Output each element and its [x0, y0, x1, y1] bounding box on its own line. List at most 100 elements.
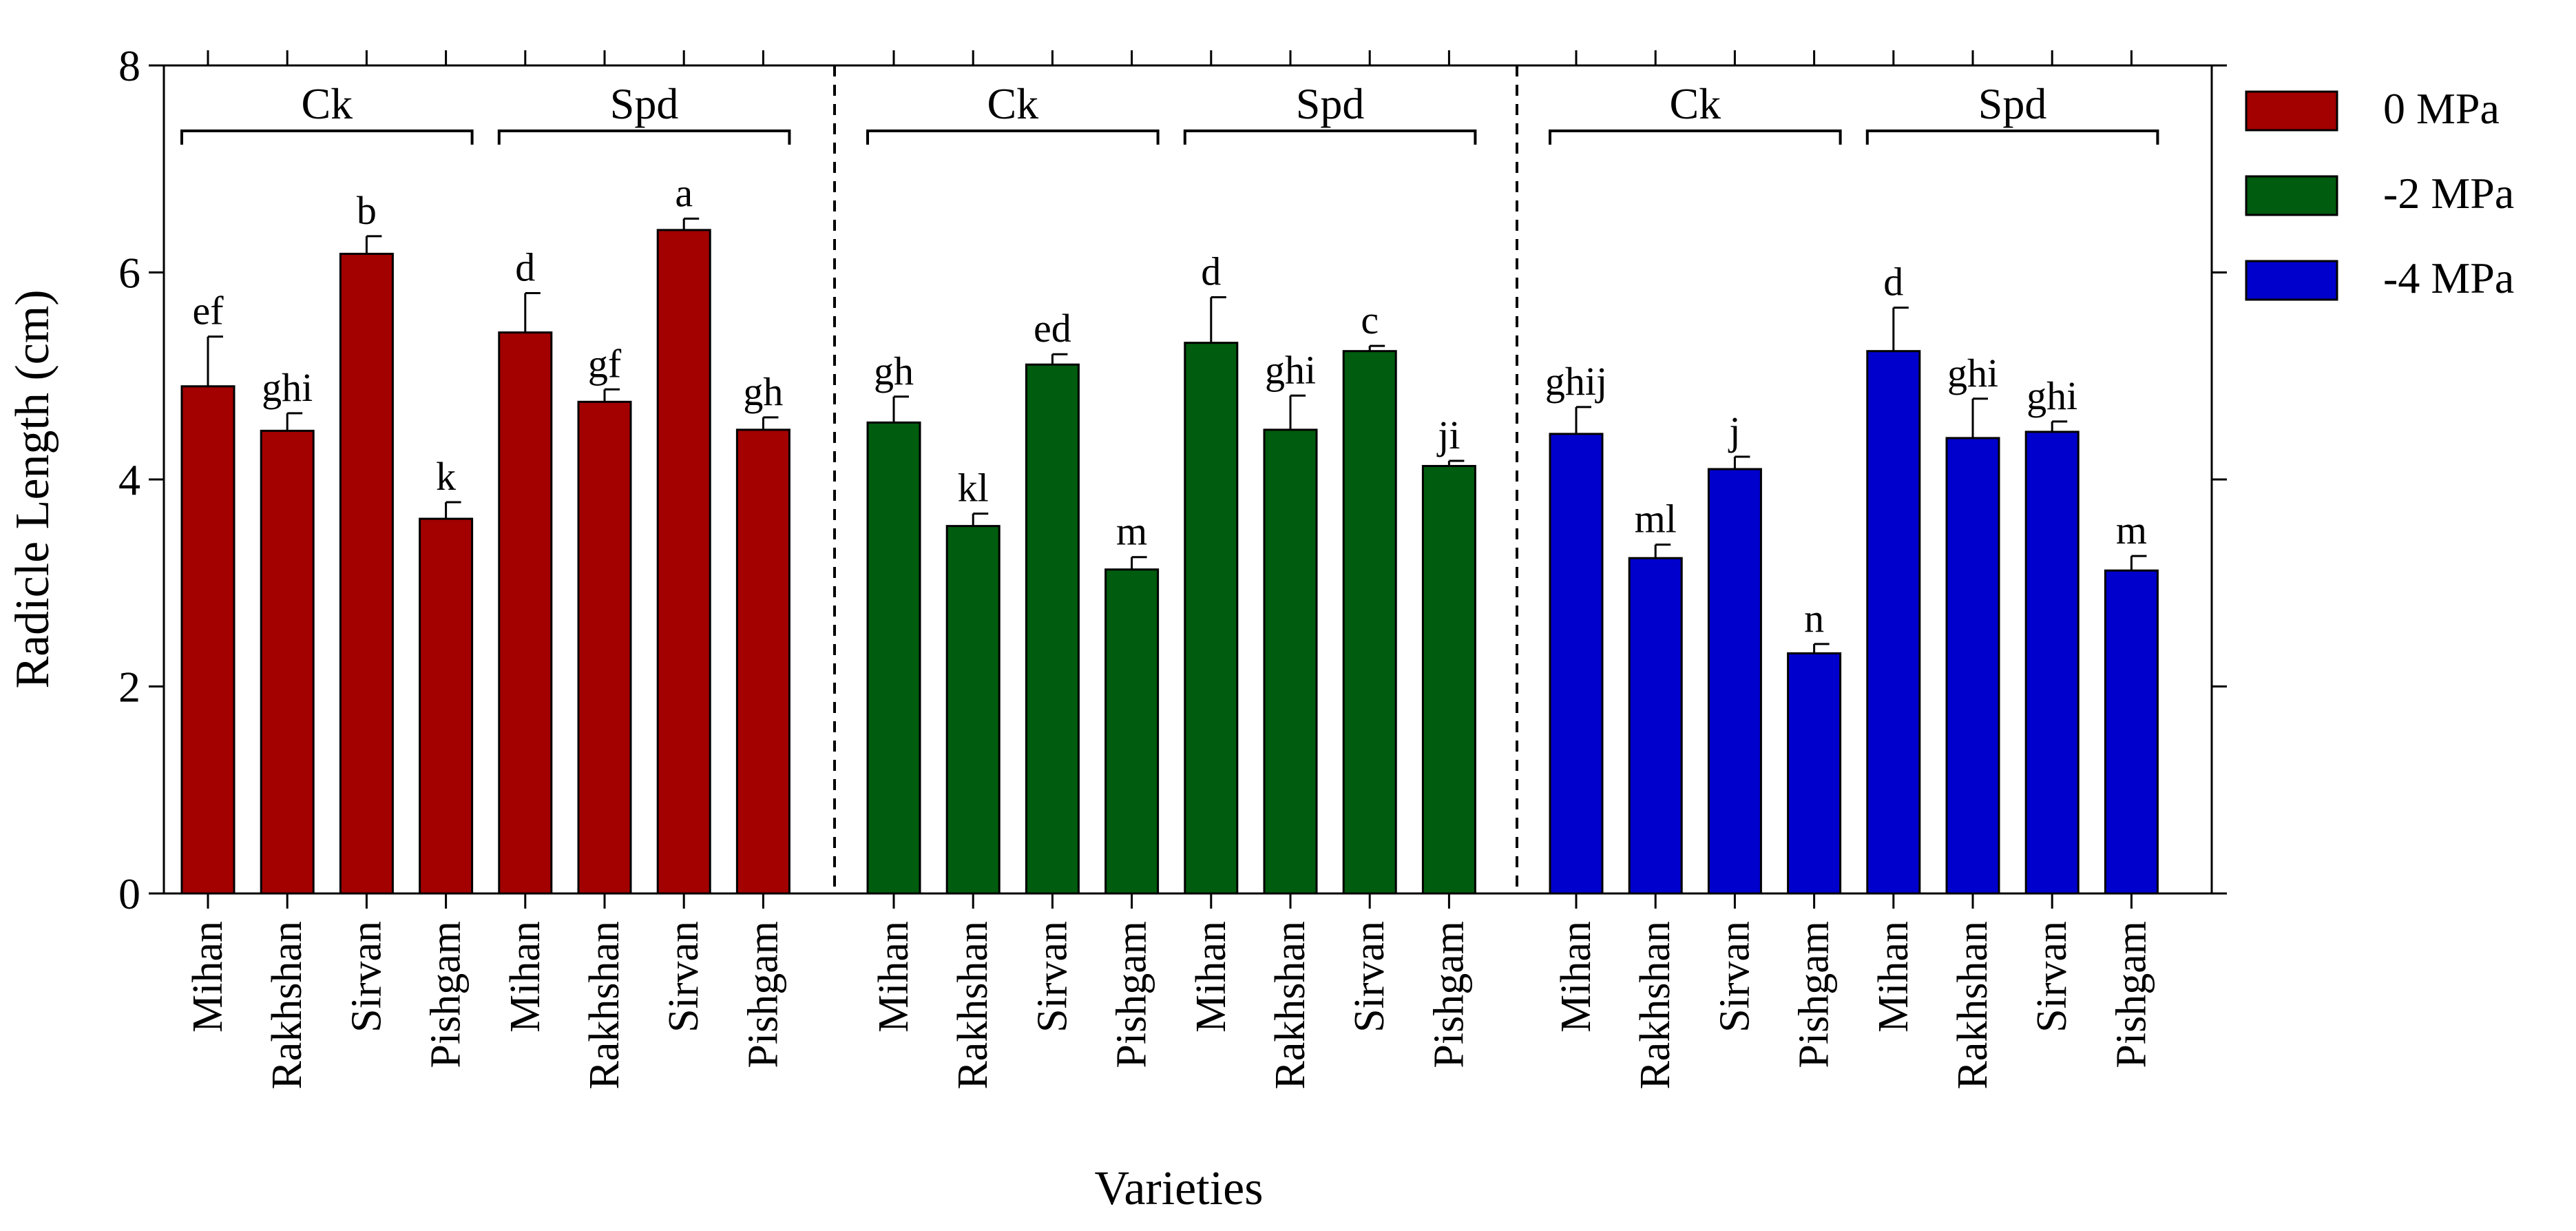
group-label: Spd: [610, 79, 679, 128]
category-label: Pishgam: [1425, 921, 1472, 1068]
significance-letter: ghi: [262, 365, 313, 410]
group-label: Spd: [1296, 79, 1365, 128]
bar: [1184, 342, 1239, 895]
y-tick-label: 2: [118, 663, 140, 712]
bar: [1707, 468, 1762, 895]
significance-letter: m: [1116, 509, 1147, 554]
significance-letter: ed: [1034, 306, 1071, 351]
group-bracket: [497, 130, 791, 145]
significance-letter: a: [675, 170, 693, 215]
bar: [1787, 652, 1842, 895]
significance-letter: gf: [588, 341, 622, 386]
y-axis-title: Radicle Length (cm): [6, 289, 59, 688]
category-label: Pishgam: [740, 921, 786, 1068]
bar: [498, 331, 553, 895]
category-label: Mihan: [870, 921, 917, 1033]
significance-letter: b: [357, 188, 377, 233]
significance-letter: j: [1728, 408, 1740, 453]
group-bracket: [180, 130, 474, 145]
y-tick-label: 0: [118, 869, 140, 918]
category-label: Sirvan: [2029, 921, 2075, 1033]
bar: [1104, 568, 1160, 895]
category-label: Pishgam: [1791, 921, 1838, 1068]
bar: [1945, 437, 2000, 895]
significance-letter: gh: [743, 369, 783, 414]
bar: [656, 229, 711, 895]
legend-label: 0 MPa: [2383, 84, 2500, 133]
bar: [577, 400, 632, 895]
bar: [1025, 363, 1080, 895]
bar: [866, 421, 921, 895]
group-bracket: [1865, 130, 2159, 145]
bar: [1421, 464, 1476, 895]
y-tick-label: 4: [118, 455, 140, 504]
y-tick-label: 6: [118, 249, 140, 298]
category-label: Pishgam: [423, 921, 470, 1068]
category-label: Mihan: [185, 921, 231, 1033]
category-label: Pishgam: [2108, 921, 2155, 1068]
group-bracket: [1183, 130, 1477, 145]
bar: [180, 385, 235, 895]
legend-label: -4 MPa: [2383, 254, 2514, 302]
bar: [945, 525, 1001, 895]
bar: [339, 252, 394, 895]
category-label: Rakhshan: [1949, 921, 1996, 1090]
significance-letter: m: [2116, 508, 2147, 552]
category-label: Mihan: [502, 921, 549, 1033]
category-label: Sirvan: [1711, 921, 1758, 1033]
y-tick-label: 8: [118, 41, 140, 90]
bar: [735, 428, 790, 895]
category-label: Rakhshan: [950, 921, 996, 1090]
significance-letter: k: [436, 454, 456, 499]
legend-label: -2 MPa: [2383, 169, 2514, 218]
category-label: Rakhshan: [581, 921, 628, 1090]
significance-letter: kl: [958, 466, 989, 510]
group-label: Ck: [987, 79, 1038, 128]
group-label: Spd: [1978, 79, 2047, 128]
legend: 0 MPa -2 MPa -4 MPa: [2245, 84, 2514, 302]
category-label: Mihan: [1870, 921, 1917, 1033]
x-axis-title: Varieties: [1095, 1162, 1264, 1215]
category-label: Rakhshan: [1632, 921, 1679, 1090]
bar: [1342, 350, 1397, 895]
bar: [260, 429, 315, 895]
group-bracket: [1549, 130, 1842, 145]
category-label: Pishgam: [1109, 921, 1155, 1068]
significance-letter: ghij: [1545, 359, 1607, 404]
bar: [1549, 433, 1604, 895]
significance-letter: d: [1883, 260, 1903, 304]
significance-letter: ghi: [1947, 351, 1998, 395]
significance-letter: ji: [1436, 413, 1460, 457]
category-label: Sirvan: [660, 921, 707, 1033]
legend-swatch: [2245, 90, 2338, 132]
plot-area: 0 2 4 6 8 ef Mihan ghi Rakhshan b Sirvan k Pishgam d M…: [118, 41, 2227, 1090]
category-label: Rakhshan: [264, 921, 311, 1090]
category-label: Rakhshan: [1267, 921, 1314, 1090]
significance-letter: ghi: [1265, 347, 1316, 392]
bar: [1263, 428, 1318, 895]
significance-letter: d: [515, 245, 535, 290]
category-label: Mihan: [1553, 921, 1600, 1033]
significance-letter: n: [1804, 596, 1824, 641]
category-label: Sirvan: [1029, 921, 1076, 1033]
significance-letter: c: [1361, 298, 1379, 342]
bar: [2104, 569, 2159, 895]
significance-letter: ghi: [2027, 373, 2077, 418]
group-bracket: [866, 130, 1160, 145]
category-label: Sirvan: [343, 921, 390, 1033]
significance-letter: ef: [192, 289, 224, 333]
category-label: Mihan: [1188, 921, 1235, 1033]
significance-letter: gh: [874, 349, 914, 393]
bar: [1866, 350, 1921, 895]
bar: [1628, 557, 1683, 895]
category-label: Sirvan: [1346, 921, 1393, 1033]
bar: [2024, 431, 2080, 895]
legend-swatch: [2245, 260, 2338, 301]
group-label: Ck: [1669, 79, 1721, 128]
group-label: Ck: [301, 79, 353, 128]
significance-letter: ml: [1635, 497, 1677, 541]
bar: [419, 517, 474, 895]
legend-swatch: [2245, 175, 2338, 216]
significance-letter: d: [1201, 249, 1221, 294]
